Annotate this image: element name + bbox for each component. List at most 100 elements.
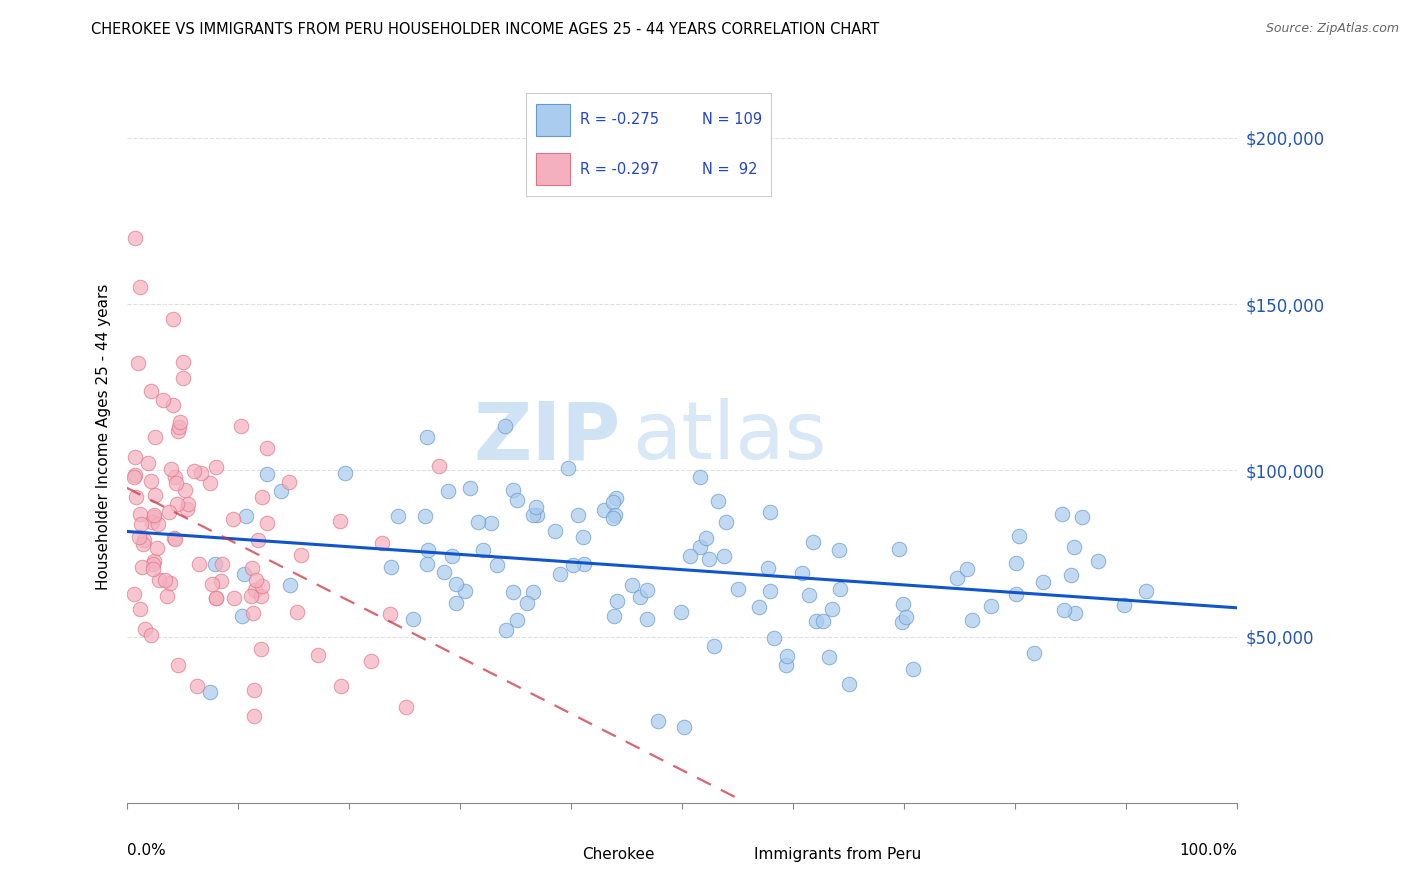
- Point: [139, 628, 162, 642]
- Point: [502, 584, 524, 599]
- Point: [446, 576, 468, 591]
- Point: [285, 605, 308, 619]
- Point: [172, 371, 194, 385]
- Point: [142, 557, 165, 571]
- Point: [169, 416, 191, 430]
- Point: [163, 532, 186, 546]
- Point: [166, 497, 188, 511]
- Point: [894, 609, 917, 624]
- Point: [1024, 646, 1046, 660]
- Point: [1087, 554, 1109, 568]
- Point: [1070, 509, 1092, 524]
- Point: [759, 505, 782, 519]
- Point: [811, 614, 834, 628]
- Point: [402, 612, 425, 626]
- Point: [243, 682, 266, 697]
- Point: [128, 280, 150, 294]
- Text: Source: ZipAtlas.com: Source: ZipAtlas.com: [1265, 22, 1399, 36]
- Point: [495, 623, 517, 637]
- Point: [211, 558, 233, 572]
- Point: [165, 475, 187, 490]
- Point: [156, 590, 179, 604]
- Point: [122, 470, 145, 484]
- Point: [413, 508, 436, 523]
- Point: [127, 355, 149, 369]
- Point: [371, 536, 394, 550]
- Point: [142, 508, 165, 522]
- Point: [205, 459, 228, 474]
- Point: [307, 648, 329, 662]
- Point: [803, 535, 825, 549]
- Point: [143, 510, 166, 524]
- Text: Immigrants from Peru: Immigrants from Peru: [754, 847, 921, 862]
- Point: [804, 615, 827, 629]
- Point: [636, 583, 658, 598]
- Point: [250, 579, 273, 593]
- Point: [1063, 540, 1085, 554]
- Point: [602, 510, 624, 524]
- Point: [240, 561, 263, 575]
- Point: [152, 393, 174, 408]
- Point: [231, 419, 253, 434]
- Point: [243, 583, 266, 598]
- Point: [454, 583, 477, 598]
- Point: [205, 591, 228, 605]
- Point: [1008, 529, 1031, 543]
- Point: [157, 505, 180, 519]
- Point: [467, 515, 489, 529]
- Point: [231, 608, 253, 623]
- Point: [1032, 574, 1054, 589]
- Point: [887, 541, 910, 556]
- Point: [146, 516, 169, 531]
- Point: [335, 466, 357, 480]
- Point: [891, 597, 914, 611]
- Point: [204, 557, 226, 571]
- Point: [394, 699, 416, 714]
- Point: [329, 679, 352, 693]
- Point: [603, 609, 626, 624]
- Point: [122, 586, 145, 600]
- Point: [543, 524, 565, 538]
- Point: [689, 541, 711, 555]
- Point: [125, 490, 148, 504]
- Point: [557, 461, 579, 475]
- Point: [494, 419, 516, 434]
- Text: Cherokee: Cherokee: [582, 847, 654, 862]
- Point: [458, 481, 481, 495]
- Point: [703, 639, 725, 653]
- Point: [695, 532, 717, 546]
- Point: [516, 596, 538, 610]
- Point: [278, 578, 301, 592]
- Point: [190, 466, 212, 480]
- Point: [129, 508, 152, 522]
- Point: [440, 549, 463, 563]
- Point: [838, 677, 860, 691]
- Point: [209, 574, 232, 588]
- FancyBboxPatch shape: [548, 845, 576, 865]
- Text: 100.0%: 100.0%: [1180, 843, 1237, 858]
- Point: [139, 384, 162, 398]
- Point: [242, 607, 264, 621]
- Point: [1063, 606, 1085, 620]
- Point: [756, 561, 779, 575]
- Point: [1060, 567, 1083, 582]
- Point: [415, 430, 437, 444]
- Point: [378, 607, 401, 621]
- Point: [506, 614, 529, 628]
- Point: [762, 632, 785, 646]
- Point: [567, 508, 589, 523]
- Point: [129, 602, 152, 616]
- Point: [472, 543, 495, 558]
- Point: [139, 474, 162, 488]
- Point: [603, 508, 626, 523]
- Point: [714, 515, 737, 529]
- Point: [245, 573, 267, 587]
- Point: [522, 508, 544, 522]
- Point: [256, 442, 278, 456]
- Point: [153, 573, 176, 587]
- Point: [163, 532, 186, 546]
- Point: [792, 566, 814, 581]
- Point: [946, 571, 969, 585]
- Point: [1052, 602, 1074, 616]
- Point: [522, 585, 544, 599]
